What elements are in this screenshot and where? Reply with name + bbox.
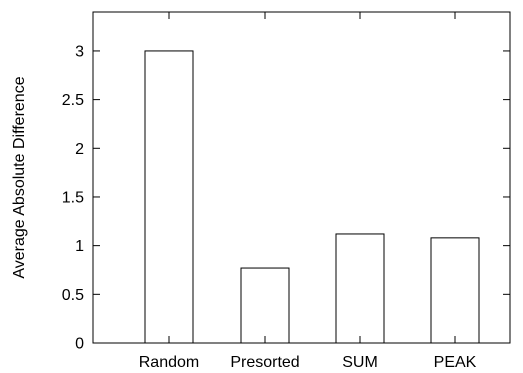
y-tick-label: 3 — [75, 43, 84, 60]
y-tick-label: 1.5 — [62, 189, 84, 206]
y-tick-label: 2.5 — [62, 92, 84, 109]
x-tick-label: SUM — [342, 354, 378, 371]
y-axis-title: Average Absolute Difference — [11, 76, 28, 278]
y-tick-label: 1 — [75, 238, 84, 255]
plot-frame — [92, 11, 511, 344]
y-axis-ticks: 0 0.5 1 1.5 2 2.5 3 — [62, 43, 510, 353]
bar-presorted — [240, 267, 290, 344]
bar-sum — [335, 233, 385, 344]
bar-peak — [430, 237, 480, 344]
bars — [144, 50, 480, 344]
bar-random — [144, 50, 194, 344]
y-tick-label: 0 — [75, 336, 84, 353]
x-axis-labels: Random Presorted SUM PEAK — [139, 12, 477, 371]
x-tick-label: Presorted — [230, 354, 299, 371]
y-tick-label: 0.5 — [62, 287, 84, 304]
y-tick-label: 2 — [75, 141, 84, 158]
x-tick-label: Random — [139, 354, 199, 371]
x-tick-label: PEAK — [434, 354, 477, 371]
